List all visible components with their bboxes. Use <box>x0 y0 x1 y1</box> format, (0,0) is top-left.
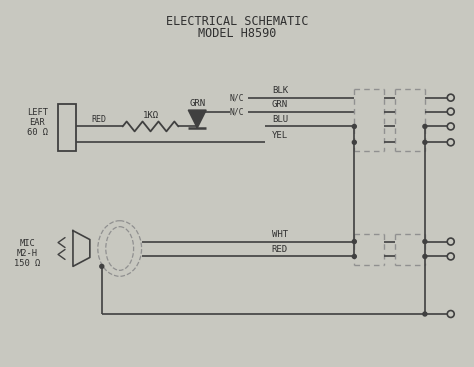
Text: 1KΩ: 1KΩ <box>143 111 159 120</box>
Circle shape <box>423 140 427 144</box>
Circle shape <box>447 139 454 146</box>
Bar <box>58 103 76 151</box>
Text: MODEL H8590: MODEL H8590 <box>198 27 276 40</box>
Circle shape <box>447 123 454 130</box>
Circle shape <box>100 264 104 268</box>
Text: YEL: YEL <box>272 131 288 140</box>
Text: EAR: EAR <box>29 118 45 127</box>
Circle shape <box>352 240 356 244</box>
Text: N/C: N/C <box>229 107 244 116</box>
Text: N/C: N/C <box>229 93 244 102</box>
Text: M2-H: M2-H <box>17 249 38 258</box>
Polygon shape <box>73 230 90 266</box>
Polygon shape <box>188 110 206 128</box>
Circle shape <box>352 140 356 144</box>
Text: LEFT: LEFT <box>27 108 48 117</box>
Text: ELECTRICAL SCHEMATIC: ELECTRICAL SCHEMATIC <box>166 15 308 28</box>
Circle shape <box>447 94 454 101</box>
Circle shape <box>423 312 427 316</box>
Text: RED: RED <box>91 115 106 124</box>
Text: 60 Ω: 60 Ω <box>27 128 48 137</box>
Text: BLU: BLU <box>272 115 288 124</box>
Circle shape <box>447 108 454 115</box>
Circle shape <box>423 240 427 244</box>
Text: GRN: GRN <box>189 99 205 108</box>
Circle shape <box>423 254 427 258</box>
Circle shape <box>352 254 356 258</box>
Text: BLK: BLK <box>272 86 288 95</box>
Circle shape <box>352 124 356 128</box>
Circle shape <box>447 310 454 317</box>
Text: RED: RED <box>272 245 288 254</box>
Text: WHT: WHT <box>272 230 288 239</box>
Text: MIC: MIC <box>19 239 35 248</box>
Circle shape <box>447 253 454 260</box>
Circle shape <box>447 238 454 245</box>
Text: 150 Ω: 150 Ω <box>14 259 40 268</box>
Text: GRN: GRN <box>272 100 288 109</box>
Circle shape <box>423 124 427 128</box>
